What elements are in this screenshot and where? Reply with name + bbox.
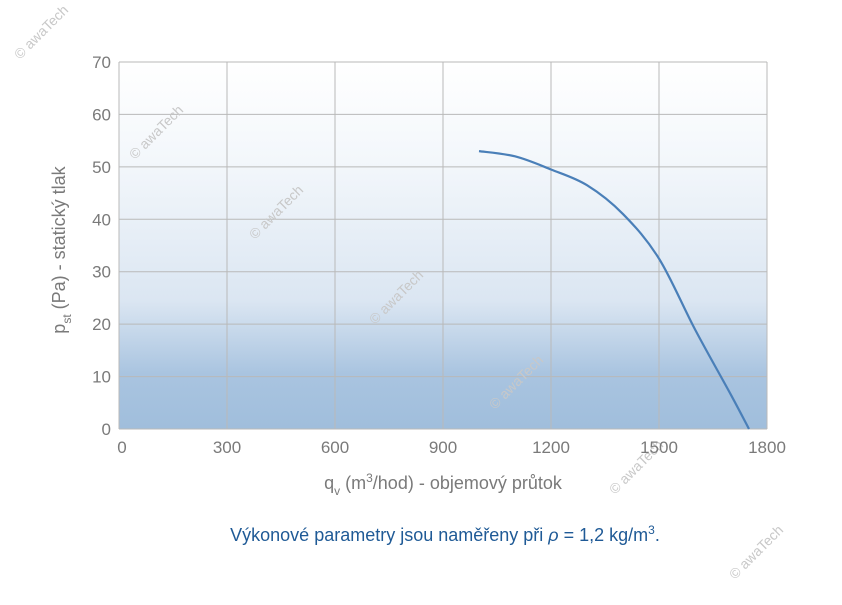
caption-sup: 3 [648,523,655,537]
caption-b: = 1,2 kg/m [559,525,649,545]
y-label-sub: st [60,314,74,324]
y-tick-label: 20 [92,315,111,334]
watermark: © awaTech [726,522,786,582]
x-tick-label: 1800 [748,438,786,457]
x-tick-label: 1500 [640,438,678,457]
caption: Výkonové parametry jsou naměřeny při ρ =… [230,523,660,545]
x-tick-label: 300 [213,438,241,457]
line-series [478,150,750,430]
x-tick-label: 900 [429,438,457,457]
y-tick-label: 70 [92,53,111,72]
caption-rho: ρ [547,525,558,545]
y-tick-label: 10 [92,368,111,387]
x-label-main: q [324,473,334,493]
x-tick-label: 1200 [532,438,570,457]
y-tick-label: 30 [92,263,111,282]
y-label-rest: (Pa) - statický tlak [49,165,69,314]
marks [478,150,750,430]
caption-a: Výkonové parametry jsou naměřeny při [230,525,548,545]
caption-c: . [655,525,660,545]
x-axis-label: qv (m3/hod) - objemový průtok [324,471,563,498]
y-tick-label: 60 [92,105,111,124]
x-label-b: /hod) - objemový průtok [373,473,563,493]
y-tick-label: 40 [92,210,111,229]
y-tick-label: 0 [102,420,111,439]
y-label-main: p [49,324,69,334]
y-axis-label: pst (Pa) - statický tlak [49,165,74,333]
x-tick-label: 0 [117,438,126,457]
y-tick-label: 50 [92,158,111,177]
x-label-a: (m [340,473,366,493]
x-label-sub: v [334,484,340,498]
x-label-sup: 3 [366,471,373,485]
x-tick-label: 600 [321,438,349,457]
watermark: © awaTech [11,2,71,62]
grid [118,61,768,430]
